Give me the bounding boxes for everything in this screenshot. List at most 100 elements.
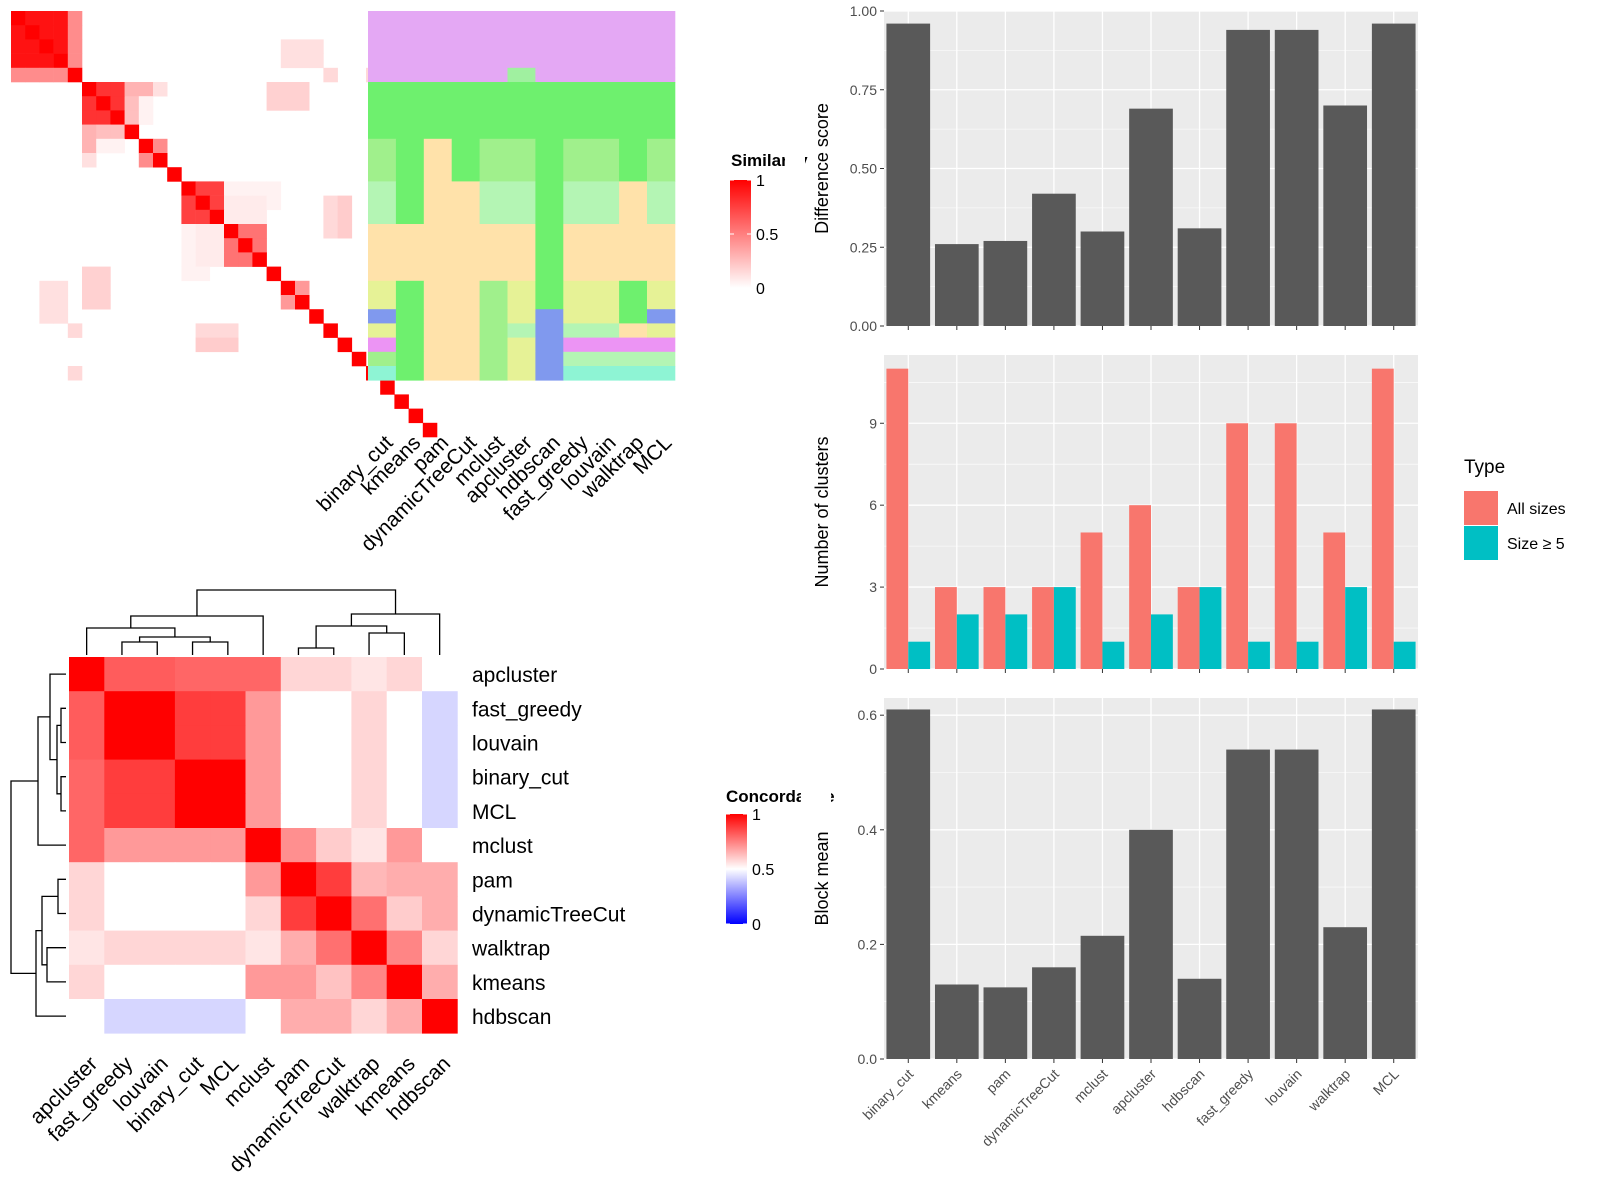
bar bbox=[1151, 614, 1173, 669]
similarity-cell bbox=[96, 96, 111, 111]
bar bbox=[1032, 587, 1054, 669]
concordance-cell bbox=[69, 725, 105, 760]
membership-cell bbox=[507, 224, 536, 282]
membership-cell bbox=[535, 82, 564, 140]
similarity-cell bbox=[124, 82, 140, 97]
similarity-cell bbox=[25, 53, 40, 69]
dendrogram-branch bbox=[35, 929, 66, 1017]
membership-cell bbox=[563, 280, 592, 310]
similarity-cell bbox=[380, 380, 395, 395]
membership-cell bbox=[423, 224, 453, 282]
dendrogram-branch bbox=[60, 776, 66, 812]
membership-cell bbox=[423, 366, 453, 381]
membership-cell bbox=[368, 351, 397, 367]
similarity-cell bbox=[195, 181, 211, 196]
bar bbox=[1080, 532, 1103, 669]
concordance-cell bbox=[316, 930, 352, 966]
similarity-cell bbox=[266, 195, 282, 211]
similarity-cell bbox=[238, 195, 253, 211]
x-tick-label: kmeans bbox=[919, 1066, 965, 1112]
similarity-cell bbox=[195, 323, 211, 338]
concordance-cell bbox=[69, 964, 105, 1000]
concordance-cell bbox=[174, 930, 211, 966]
concordance-cell bbox=[316, 725, 352, 760]
membership-cell bbox=[423, 351, 453, 367]
y-tick-label: 0.0 bbox=[858, 1051, 878, 1067]
y-tick-label: 0.2 bbox=[858, 936, 878, 952]
similarity-cell bbox=[224, 181, 239, 196]
membership-cell bbox=[619, 351, 648, 367]
concordance-row-label: kmeans bbox=[472, 972, 546, 995]
concordance-cell bbox=[139, 691, 176, 726]
concordance-cell bbox=[316, 964, 352, 1000]
similarity-cell bbox=[266, 266, 282, 282]
similarity-cell bbox=[153, 82, 168, 97]
similarity-cell bbox=[110, 124, 125, 140]
bar bbox=[1371, 23, 1416, 326]
concordance-row-label: apcluster bbox=[472, 664, 557, 687]
concordance-cell bbox=[422, 828, 458, 863]
membership-cell bbox=[619, 82, 648, 140]
dendrogram-branch bbox=[196, 589, 397, 616]
concordance-cell bbox=[104, 725, 140, 760]
similarity-cell bbox=[195, 238, 211, 253]
similarity-cell bbox=[337, 209, 353, 225]
concordance-cell bbox=[210, 999, 246, 1034]
membership-cell bbox=[507, 280, 536, 310]
membership-cell bbox=[451, 224, 480, 282]
similarity-cell bbox=[337, 337, 353, 353]
membership-cell bbox=[479, 11, 508, 69]
membership-cell bbox=[563, 309, 592, 324]
concordance-cell bbox=[386, 930, 423, 966]
dendrogram-branch bbox=[37, 716, 66, 846]
similarity-cell bbox=[138, 82, 154, 97]
concordance-cell bbox=[210, 725, 246, 760]
concordance-row-label: walktrap bbox=[471, 938, 550, 961]
similarity-cell bbox=[280, 39, 296, 54]
similarity-cell bbox=[138, 153, 154, 168]
concordance-cell bbox=[245, 896, 282, 931]
y-tick-label: 9 bbox=[869, 415, 877, 431]
similarity-cell bbox=[323, 209, 338, 225]
x-tick-label: walktrap bbox=[1304, 1066, 1353, 1115]
membership-cell bbox=[591, 67, 620, 83]
similarity-cell bbox=[280, 280, 296, 296]
membership-cell bbox=[591, 366, 620, 381]
membership-cell bbox=[647, 82, 676, 140]
membership-cell bbox=[535, 224, 564, 282]
concordance-cell bbox=[422, 964, 458, 1000]
membership-cell bbox=[647, 181, 676, 225]
similarity-cell bbox=[224, 337, 239, 353]
concordance-heatmap: apclusterapclusterfast_greedyfast_greedy… bbox=[26, 657, 625, 1177]
similarity-cell bbox=[110, 138, 125, 154]
concordance-cell bbox=[280, 828, 317, 863]
membership-cell bbox=[619, 323, 648, 338]
dendrogram-branch bbox=[41, 895, 58, 966]
similarity-cell bbox=[25, 67, 40, 83]
concordance-cell bbox=[422, 999, 458, 1034]
concordance-cell bbox=[139, 759, 176, 795]
similarity-cell bbox=[82, 153, 97, 168]
bar bbox=[934, 244, 979, 326]
similarity-cell bbox=[295, 53, 310, 69]
membership-cell bbox=[451, 181, 480, 225]
concordance-cell bbox=[139, 862, 176, 897]
membership-cell bbox=[395, 181, 425, 225]
similarity-cell bbox=[53, 39, 69, 54]
membership-cell bbox=[619, 67, 648, 83]
concordance-cell bbox=[316, 657, 352, 692]
similarity-cell bbox=[224, 252, 239, 267]
similarity-cell bbox=[209, 224, 225, 239]
similarity-cell bbox=[96, 110, 111, 125]
similarity-cell bbox=[181, 238, 196, 253]
bar bbox=[1274, 29, 1319, 327]
concordance-cell bbox=[316, 999, 352, 1034]
similarity-cell bbox=[323, 67, 338, 83]
concordance-cell bbox=[139, 896, 176, 931]
similarity-cell bbox=[82, 266, 97, 282]
membership-cell bbox=[395, 224, 425, 282]
bar bbox=[983, 240, 1028, 326]
type-legend-title: Type bbox=[1464, 457, 1505, 478]
membership-cell bbox=[368, 67, 397, 83]
concordance-cell bbox=[69, 896, 105, 931]
